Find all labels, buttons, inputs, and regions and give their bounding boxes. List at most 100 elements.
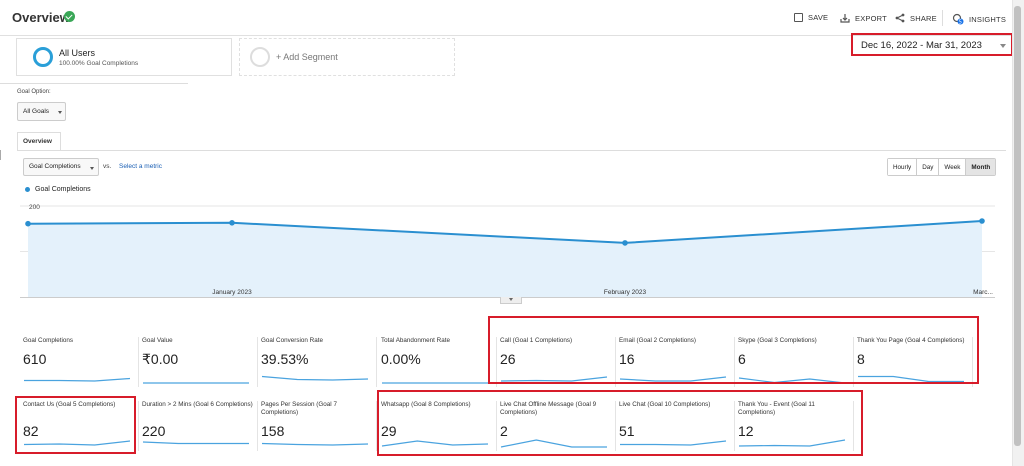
granularity-month-button[interactable]: Month (966, 159, 996, 175)
scorecard-label: Goal Completions (23, 337, 74, 344)
sparkline (858, 375, 964, 383)
segment-empty-ring-icon (250, 47, 270, 67)
page-title: Overview (12, 10, 70, 25)
sparkline (261, 442, 369, 446)
sparkline (143, 382, 249, 384)
segment-ring-icon (33, 47, 53, 67)
x-tick-label: Marc... (973, 289, 993, 296)
collapse-chart-toggle[interactable] (500, 297, 522, 304)
scorecard-value: 610 (23, 351, 47, 367)
chart-data-point (622, 240, 628, 246)
scorecard-label: Email (Goal 2 Completions) (619, 337, 696, 344)
svg-text:5: 5 (959, 20, 962, 26)
scorecard-label: Thank You Page (Goal 4 Completions) (857, 337, 965, 344)
vs-label: vs. (103, 163, 112, 170)
save-icon (794, 13, 803, 22)
scorecard-value: 82 (23, 423, 39, 439)
scorecard-label: Live Chat Offline Message (Goal 9 Comple… (500, 401, 597, 416)
tab-divider (17, 150, 1006, 151)
scorecard-value: 8 (857, 351, 865, 367)
add-segment-button[interactable]: + Add Segment (239, 38, 455, 76)
sparkline (24, 377, 131, 382)
sparkline-path (24, 377, 131, 382)
scorecard-label: Total Abandonment Rate (381, 337, 450, 344)
scorecard-label: Thank You - Event (Goal 11 Completions) (738, 401, 815, 416)
scorecard[interactable]: Goal Value ₹0.00 (142, 337, 258, 387)
sparkline-path (261, 375, 369, 381)
scorecard[interactable]: Thank You Page (Goal 4 Completions) 8 (857, 337, 973, 387)
scrollbar-thumb[interactable] (1014, 6, 1021, 446)
scorecard[interactable]: Thank You - Event (Goal 11 Completions) 1… (738, 401, 854, 451)
scorecard-label: Goal Value (142, 337, 173, 344)
y-tick-label: 200 (29, 204, 40, 211)
goal-option-label: Goal Option: (17, 89, 51, 95)
scorecard[interactable]: Contact Us (Goal 5 Completions) 82 (23, 401, 139, 451)
scorecard-value: 158 (261, 423, 285, 439)
scorecard-value: 16 (619, 351, 635, 367)
insights-button[interactable]: 5 INSIGHTS (952, 13, 1006, 25)
divider (0, 150, 1, 160)
scorecard-label: Pages Per Session (Goal 7 Completions) (261, 401, 337, 416)
granularity-week-button[interactable]: Week (939, 159, 967, 175)
sparkline-path (261, 442, 369, 446)
sparkline-path (619, 376, 727, 382)
date-range-picker[interactable]: Dec 16, 2022 - Mar 31, 2023 (854, 36, 1014, 56)
divider (942, 10, 943, 26)
sparkline (738, 439, 846, 447)
scorecard[interactable]: Pages Per Session (Goal 7 Completions) 15… (261, 401, 377, 451)
divider (0, 83, 188, 84)
scorecard[interactable]: Duration > 2 Mins (Goal 6 Completions) 22… (142, 401, 258, 451)
scorecard[interactable]: Live Chat Offline Message (Goal 9 Comple… (500, 401, 616, 451)
goal-option-value: All Goals (23, 108, 50, 115)
sparkline-path (858, 375, 964, 383)
scorecard-value: 29 (381, 423, 397, 439)
segment-all-users[interactable]: All Users 100.00% Goal Completions (16, 38, 232, 76)
share-button[interactable]: SHARE (895, 13, 937, 23)
scorecard-label: Contact Us (Goal 5 Completions) (23, 401, 116, 408)
sparkline (500, 376, 608, 382)
sparkline-path (500, 376, 608, 382)
sparkline-path (620, 440, 727, 446)
scorecard-label: Call (Goal 1 Completions) (500, 337, 573, 344)
scorecard-value: 6 (738, 351, 746, 367)
sparkline (500, 439, 607, 448)
sparkline (620, 440, 727, 446)
metric-select-value: Goal Completions (29, 163, 81, 170)
scorecard[interactable]: Total Abandonment Rate 0.00% (381, 337, 497, 387)
scorecard[interactable]: Skype (Goal 3 Completions) 6 (738, 337, 854, 387)
scorecard-label: Live Chat (Goal 10 Completions) (619, 401, 711, 408)
scorecard-value: 2 (500, 423, 508, 439)
sparkline-path (381, 440, 489, 447)
sparkline-path (738, 439, 846, 447)
save-button[interactable]: SAVE (794, 13, 828, 22)
x-tick-label: January 2023 (212, 289, 252, 296)
tab-overview[interactable]: Overview (17, 132, 61, 151)
scorecard-value: 0.00% (381, 351, 421, 367)
sparkline (142, 441, 249, 445)
scorecard[interactable]: Call (Goal 1 Completions) 26 (500, 337, 616, 387)
sparkline (23, 440, 131, 446)
scorecard-value: 26 (500, 351, 516, 367)
export-icon (840, 14, 850, 23)
scorecard[interactable]: Whatsapp (Goal 8 Completions) 29 (381, 401, 497, 451)
chart-area-fill (28, 221, 982, 297)
add-segment-label: + Add Segment (276, 52, 338, 62)
x-tick-label: February 2023 (604, 289, 647, 296)
scorecard[interactable]: Goal Completions 610 (23, 337, 139, 387)
goal-option-select[interactable]: All Goals (17, 102, 66, 121)
scorecard[interactable]: Email (Goal 2 Completions) 16 (619, 337, 735, 387)
metric-select[interactable]: Goal Completions (23, 158, 99, 176)
scorecard[interactable]: Live Chat (Goal 10 Completions) 51 (619, 401, 735, 451)
sparkline (619, 376, 727, 382)
granularity-day-button[interactable]: Day (917, 159, 940, 175)
insights-icon: 5 (952, 13, 964, 25)
export-button[interactable]: EXPORT (840, 13, 887, 23)
sparkline (381, 440, 489, 447)
scorecard[interactable]: Goal Conversion Rate 39.53% (261, 337, 377, 387)
sparkline-path (142, 441, 249, 445)
legend-label: Goal Completions (35, 186, 91, 193)
sparkline-path (500, 439, 607, 448)
granularity-hourly-button[interactable]: Hourly (888, 159, 918, 175)
select-metric-link[interactable]: Select a metric (119, 163, 162, 170)
verified-check-icon (64, 11, 75, 22)
